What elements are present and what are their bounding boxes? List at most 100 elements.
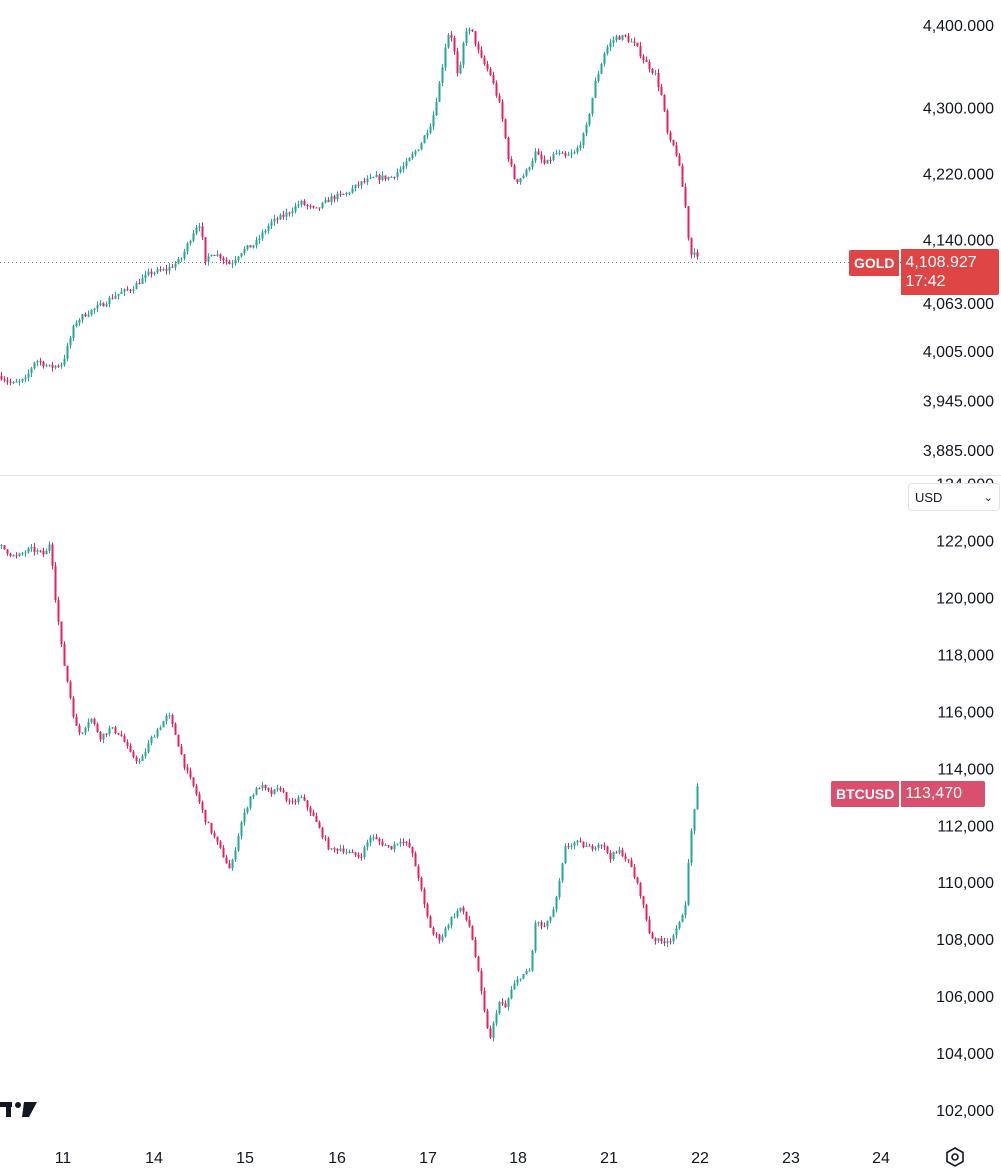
- gold-candle: [207, 253, 210, 266]
- gold-candle: [678, 153, 681, 167]
- btc-candle: [618, 846, 621, 855]
- btc-y-tick: 114,000: [937, 761, 994, 778]
- btc-candle: [270, 787, 273, 797]
- btc-candle: [183, 754, 186, 771]
- gold-candle: [3, 376, 6, 383]
- btc-candle: [522, 973, 525, 980]
- btc-candle: [474, 936, 477, 958]
- gold-candle: [330, 193, 333, 206]
- gold-candle: [348, 191, 351, 196]
- btc-candle: [486, 1008, 489, 1030]
- btc-candle: [21, 551, 24, 556]
- gold-candle: [279, 213, 282, 220]
- btc-candle: [111, 727, 114, 730]
- btc-candle: [690, 828, 693, 866]
- btc-candle: [444, 926, 447, 938]
- gold-candle: [423, 134, 426, 144]
- gold-candle: [603, 51, 606, 67]
- gold-candle: [99, 300, 102, 307]
- btc-candle: [432, 926, 435, 936]
- gold-candle: [489, 67, 492, 77]
- gold-candle: [210, 254, 213, 257]
- gold-price-axis[interactable]: 4,400.000 4,300.000 4,220.000 4,140.000 4,06…: [923, 18, 994, 460]
- btc-candle: [606, 845, 609, 855]
- btc-candle: [480, 968, 483, 995]
- gold-candle: [246, 244, 249, 251]
- gold-candle: [609, 38, 612, 52]
- gold-candle: [519, 177, 522, 185]
- gold-candle: [585, 122, 588, 137]
- btc-candle: [561, 862, 564, 883]
- btc-candle: [495, 1010, 498, 1027]
- gold-candle: [45, 363, 48, 368]
- btc-candle: [213, 830, 216, 839]
- btc-candle: [516, 976, 519, 987]
- gold-candle: [18, 378, 21, 386]
- gold-candle: [171, 263, 174, 268]
- x-tick-label: 14: [145, 1150, 163, 1167]
- btc-candle: [54, 561, 57, 603]
- time-axis[interactable]: 11 14 15 16 17 18 21 22 23 24: [55, 1150, 890, 1167]
- x-tick-label: 18: [509, 1150, 527, 1167]
- btc-candle: [240, 820, 243, 840]
- gold-candle: [165, 264, 168, 275]
- btc-candle: [324, 835, 327, 841]
- btc-candle: [51, 542, 54, 570]
- btc-candle: [693, 808, 696, 835]
- btc-candle: [189, 767, 192, 780]
- btc-candle: [138, 758, 141, 765]
- btc-candle: [360, 853, 363, 861]
- btc-candle: [243, 808, 246, 826]
- gold-candle: [294, 202, 297, 214]
- gold-candle: [615, 34, 618, 43]
- btc-candle: [252, 793, 255, 800]
- btc-candle: [12, 554, 15, 557]
- settings-icon[interactable]: [944, 1146, 966, 1168]
- btc-y-tick: 106,000: [936, 989, 994, 1006]
- btc-candle: [672, 934, 675, 945]
- x-tick-label: 21: [600, 1150, 618, 1167]
- gold-candle: [144, 270, 147, 283]
- btc-candle: [441, 934, 444, 943]
- btc-candle: [135, 755, 138, 765]
- btc-candle: [675, 924, 678, 939]
- btc-candle: [81, 732, 84, 735]
- btc-candle: [297, 795, 300, 805]
- btc-candle: [9, 552, 12, 558]
- gold-candle: [555, 149, 558, 155]
- gold-candle: [162, 267, 165, 272]
- btc-candle: [459, 907, 462, 913]
- gold-candle: [270, 218, 273, 229]
- btc-price-axis[interactable]: 124,000122,000120,000118,000116,000114,0…: [936, 477, 994, 1121]
- btc-candle: [591, 844, 594, 852]
- gold-candle: [531, 158, 534, 170]
- tradingview-logo-icon[interactable]: [0, 1098, 40, 1120]
- btc-candle: [258, 787, 261, 790]
- btc-candle: [186, 764, 189, 774]
- gold-candle: [483, 55, 486, 66]
- gold-candle: [591, 97, 594, 117]
- btc-candle: [303, 794, 306, 802]
- btc-candle: [519, 978, 522, 982]
- gold-candle: [411, 151, 414, 160]
- btc-candle: [393, 841, 396, 853]
- gold-candle: [15, 378, 18, 383]
- gold-candle: [597, 71, 600, 83]
- btc-candle: [438, 933, 441, 944]
- gold-candle: [627, 32, 630, 44]
- btc-candle: [60, 621, 63, 648]
- btc-candle: [534, 920, 537, 953]
- gold-candle: [111, 294, 114, 300]
- btc-candle: [165, 713, 168, 725]
- currency-select[interactable]: USD ⌄: [908, 483, 1000, 511]
- btc-candle: [402, 838, 405, 846]
- gold-candle: [504, 118, 507, 139]
- btc-candle: [378, 837, 381, 846]
- btc-candle: [195, 783, 198, 797]
- gold-candle: [414, 149, 417, 157]
- btc-candle: [105, 733, 108, 737]
- btc-candle: [531, 949, 534, 972]
- gold-price-tag: GOLD 4,108.927 17:42: [849, 249, 1000, 295]
- gold-candle: [540, 151, 543, 164]
